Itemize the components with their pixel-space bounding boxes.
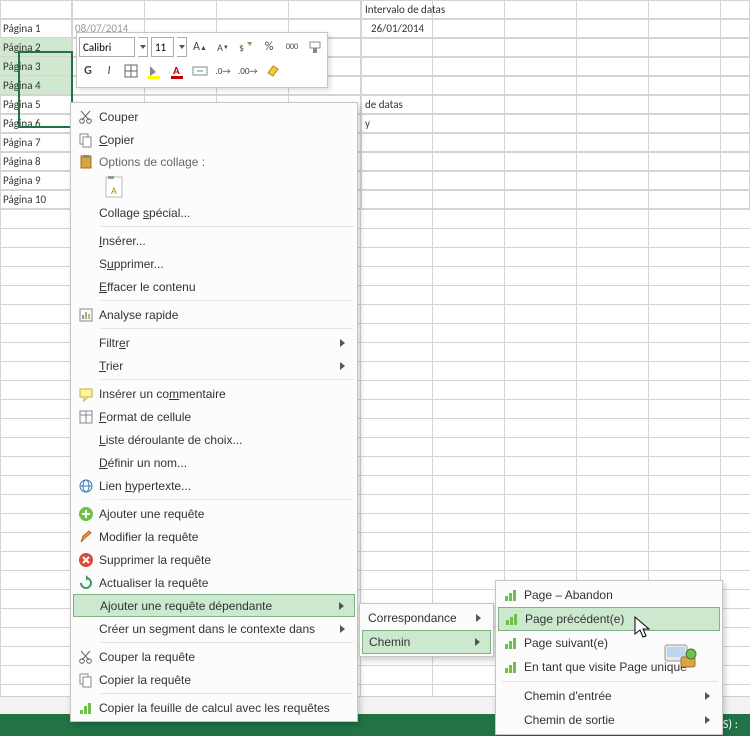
menu-hyperlink[interactable]: Lien hypertexte... — [73, 474, 355, 497]
format-painter-icon[interactable] — [305, 36, 325, 58]
svg-text:A: A — [173, 64, 180, 77]
chevron-right-icon — [475, 638, 480, 646]
decrease-decimal-icon[interactable]: .00→ — [236, 60, 260, 82]
submenu-entry-path[interactable]: Chemin d'entrée — [498, 684, 720, 708]
copy-icon — [73, 672, 99, 688]
menu-dropdown-list[interactable]: Liste déroulante de choix... — [73, 428, 355, 451]
chevron-right-icon — [339, 602, 344, 610]
font-size-chevron-icon[interactable] — [177, 37, 187, 57]
submenu-exit-path[interactable]: Chemin de sortie — [498, 708, 720, 732]
cell-pagina-8[interactable]: Página 8 — [0, 152, 72, 170]
cell-pagina-7[interactable]: Página 7 — [0, 133, 72, 151]
submenu-page-abandon[interactable]: Page – Abandon — [498, 583, 720, 607]
menu-edit-query[interactable]: Modifier la requête — [73, 525, 355, 548]
menu-format-cells[interactable]: Format de cellule — [73, 405, 355, 428]
menu-paste-special[interactable]: Collage spécial... — [73, 201, 355, 224]
menu-refresh-query[interactable]: Actualiser la requête — [73, 571, 355, 594]
cell-pagina-10[interactable]: Página 10 — [0, 190, 72, 208]
svg-text:A: A — [111, 184, 117, 197]
cell-pagina-9[interactable]: Página 9 — [0, 171, 72, 189]
increase-font-icon[interactable]: A▲ — [190, 36, 210, 58]
delete-icon — [73, 552, 99, 568]
chevron-right-icon — [340, 362, 345, 370]
font-color-icon[interactable]: A — [167, 60, 187, 82]
menu-clear-contents[interactable]: Effacer le contenu — [73, 275, 355, 298]
menu-add-dependent-query[interactable]: Ajouter une requête dépendante — [73, 594, 355, 617]
chevron-right-icon — [340, 339, 345, 347]
selection-border — [18, 51, 73, 128]
menu-sort[interactable]: Trier — [73, 354, 355, 377]
chevron-right-icon — [705, 692, 710, 700]
italic-button[interactable]: I — [100, 60, 118, 82]
svg-text:$: $ — [239, 41, 244, 54]
paste-option-default[interactable]: A — [103, 173, 355, 201]
menu-copy[interactable]: Copier — [73, 128, 355, 151]
bars-icon — [499, 612, 525, 626]
menu-insert[interactable]: Insérer... — [73, 229, 355, 252]
chevron-right-icon — [340, 625, 345, 633]
context-menu: Couper Copier Options de collage : A Col… — [70, 102, 358, 722]
menu-copy-sheet-queries[interactable]: Copier la feuille de calcul avec les req… — [73, 696, 355, 719]
network-drive-icon — [663, 643, 697, 672]
menu-copy-query[interactable]: Copier la requête — [73, 668, 355, 691]
format-cells-icon — [73, 409, 99, 425]
cut-icon — [73, 649, 99, 665]
font-name-chevron-icon[interactable] — [138, 37, 148, 57]
font-name-dropdown[interactable]: Calibri — [79, 37, 135, 57]
submenu-path[interactable]: Chemin — [362, 630, 491, 654]
accounting-format-icon[interactable]: $ — [236, 36, 256, 58]
font-size-dropdown[interactable]: 11 — [151, 37, 174, 57]
menu-delete[interactable]: Supprimer... — [73, 252, 355, 275]
menu-quick-analysis[interactable]: Analyse rapide — [73, 303, 355, 326]
menu-insert-comment[interactable]: Insérer un commentaire — [73, 382, 355, 405]
menu-filter[interactable]: Filtrer — [73, 331, 355, 354]
fill-color-icon[interactable] — [144, 60, 164, 82]
bold-button[interactable]: G — [79, 60, 97, 82]
bars-icon — [73, 700, 99, 716]
menu-cut-query[interactable]: Couper la requête — [73, 645, 355, 668]
menu-cut[interactable]: Couper — [73, 105, 355, 128]
bars-icon — [498, 588, 524, 602]
bars-icon — [498, 636, 524, 650]
clear-format-icon[interactable] — [263, 60, 283, 82]
edit-icon — [73, 529, 99, 545]
paste-header-icon — [73, 154, 99, 170]
mini-toolbar: Calibri 11 A▲ A▼ $ % 000 G I A .0→ .00→ — [76, 32, 328, 88]
paste-options-header: Options de collage : — [73, 151, 355, 173]
cut-icon — [73, 109, 99, 125]
bars-icon — [498, 660, 524, 674]
submenu-page-previous[interactable]: Page précédent(e) — [498, 607, 720, 631]
menu-create-segment[interactable]: Créer un segment dans le contexte dans — [73, 617, 355, 640]
menu-delete-query[interactable]: Supprimer la requête — [73, 548, 355, 571]
percent-icon[interactable]: % — [259, 36, 279, 58]
hyperlink-icon — [73, 478, 99, 494]
comment-icon — [73, 386, 99, 402]
comma-style-icon[interactable]: 000 — [282, 36, 302, 58]
borders-icon[interactable] — [121, 60, 141, 82]
quick-analysis-icon — [73, 307, 99, 323]
header-intervalo: Intervalo de datas — [362, 0, 750, 18]
increase-decimal-icon[interactable]: .0→ — [213, 60, 233, 82]
menu-define-name[interactable]: Définir un nom... — [73, 451, 355, 474]
menu-add-query[interactable]: Ajouter une requête — [73, 502, 355, 525]
chevron-right-icon — [705, 716, 710, 724]
submenu-correspondence[interactable]: Correspondance — [362, 606, 491, 630]
submenu-dependent-query: Correspondance Chemin — [359, 603, 494, 657]
header-date-value: 26/01/2014 — [362, 19, 750, 37]
chevron-right-icon — [476, 614, 481, 622]
decrease-font-icon[interactable]: A▼ — [213, 36, 233, 58]
cell-pagina-1[interactable]: Página 1 — [0, 19, 72, 37]
copy-icon — [73, 132, 99, 148]
merge-center-icon[interactable] — [190, 60, 210, 82]
add-icon — [73, 506, 99, 522]
refresh-icon — [73, 575, 99, 591]
